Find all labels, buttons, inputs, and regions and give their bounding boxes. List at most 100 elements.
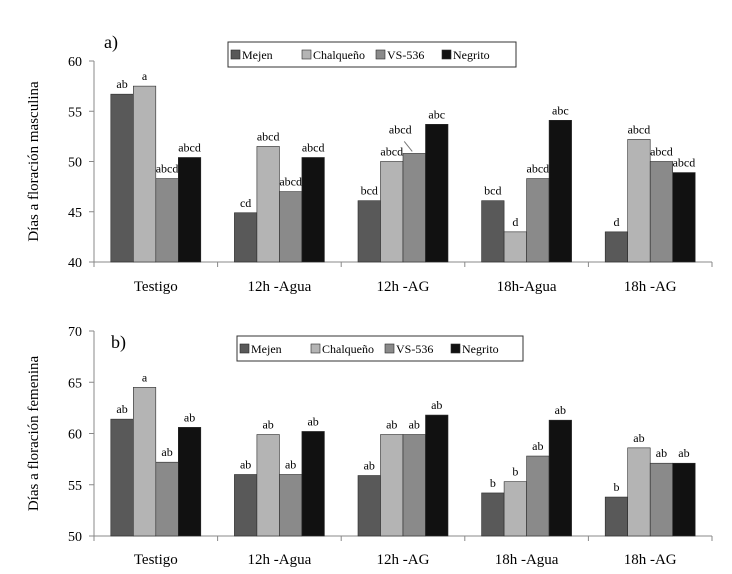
label-leader-line	[403, 141, 413, 152]
bar-mejen	[357, 475, 381, 537]
bar-negrito	[672, 172, 696, 263]
significance-label: abcd	[389, 122, 412, 136]
y-tick-label: 50	[68, 530, 82, 545]
y-tick-label: 40	[68, 256, 82, 271]
legend-box	[227, 41, 517, 68]
bar-mejen	[481, 492, 505, 537]
significance-label: abc	[428, 107, 445, 121]
y-tick-label: 55	[68, 479, 82, 494]
panel-a-chart: 40 45 50 55 60 Testigo 12h -Agua 12h -AG 18h-Agu…	[26, 32, 713, 295]
significance-label: a	[142, 370, 148, 384]
significance-label: abcd	[257, 129, 280, 143]
bar-mejen	[110, 93, 134, 263]
bar-mejen	[234, 474, 258, 537]
bar-vs-536	[526, 455, 550, 537]
panel-b-chart: 50 55 60 65 70 Testigo 12h -Agua 12h -AG 18h -Ag…	[26, 325, 713, 568]
y-axis-title: Días a floración femenina	[26, 355, 42, 511]
significance-label: abcd	[156, 162, 179, 176]
significance-label: abcd	[650, 145, 673, 159]
x-category-label: Testigo	[134, 279, 178, 295]
y-tick-label: 70	[68, 325, 82, 340]
significance-label: ab	[262, 418, 273, 432]
significance-label: abcd	[178, 140, 201, 154]
significance-label: ab	[184, 410, 195, 424]
bar-mejen	[357, 200, 381, 263]
bar-negrito	[301, 431, 325, 537]
panel-label: b)	[111, 332, 126, 353]
significance-label: ab	[678, 446, 689, 460]
legend-swatch-negrito	[441, 49, 452, 60]
bar-chalqueño	[380, 161, 404, 263]
x-category-label: 12h -Agua	[248, 279, 312, 295]
legend-label: Mejen	[251, 342, 282, 356]
significance-label: ab	[633, 431, 644, 445]
x-category-label: 18h -Agua	[495, 552, 559, 568]
significance-label: ab	[364, 459, 375, 473]
bar-negrito	[548, 419, 572, 537]
x-category-label: 18h-Agua	[497, 279, 557, 295]
bar-vs-536	[279, 474, 303, 537]
significance-label: abcd	[673, 156, 696, 170]
bar-negrito	[548, 119, 572, 263]
bar-vs-536	[155, 178, 179, 263]
bar-chalqueño	[627, 447, 651, 537]
legend-swatch-chalqueño	[310, 343, 321, 354]
significance-label: b	[512, 465, 518, 479]
y-tick-label: 45	[68, 206, 82, 221]
bar-negrito	[425, 124, 449, 263]
bar-vs-536	[649, 161, 674, 263]
significance-label: ab	[116, 402, 127, 416]
x-category-label: 18h -AG	[624, 279, 677, 295]
significance-label: d	[512, 215, 518, 229]
y-tick-label: 60	[68, 428, 82, 443]
legend-label: Negrito	[453, 48, 490, 62]
significance-label: abcd	[279, 175, 302, 189]
significance-label: ab	[409, 418, 420, 432]
legend-box	[236, 335, 524, 362]
significance-label: bcd	[484, 184, 501, 198]
x-category-label: 18h -AG	[624, 552, 677, 568]
legend-label: Mejen	[242, 48, 273, 62]
significance-label: abcd	[302, 140, 325, 154]
significance-label: b	[490, 476, 496, 490]
legend-label: Chalqueño	[322, 342, 374, 356]
significance-label: ab	[555, 403, 566, 417]
bar-vs-536	[279, 191, 303, 263]
significance-label: ab	[532, 439, 543, 453]
legend-label: VS-536	[387, 48, 424, 62]
bar-negrito	[178, 427, 202, 537]
bar-vs-536	[649, 462, 674, 537]
legend-swatch-mejen	[239, 343, 250, 354]
bar-negrito	[178, 157, 202, 263]
bar-chalqueño	[380, 434, 404, 537]
x-category-label: 12h -AG	[377, 279, 430, 295]
significance-label: ab	[307, 414, 318, 428]
y-tick-label: 50	[68, 156, 82, 171]
significance-label: ab	[161, 445, 172, 459]
bar-chalqueño	[256, 434, 280, 537]
significance-label: abc	[552, 103, 569, 117]
y-tick-label: 65	[68, 376, 82, 391]
legend-swatch-vs-536	[375, 49, 386, 60]
x-category-label: Testigo	[134, 552, 178, 568]
significance-label: ab	[116, 77, 127, 91]
significance-label: bcd	[361, 184, 378, 198]
bar-vs-536	[402, 434, 426, 537]
legend-label: Chalqueño	[313, 48, 365, 62]
panel-label: a)	[104, 32, 118, 53]
legend-swatch-negrito	[450, 343, 461, 354]
y-axis-title: Días a floración masculina	[26, 81, 42, 242]
significance-label: b	[613, 480, 619, 494]
significance-label: abcd	[380, 145, 403, 159]
bar-mejen	[481, 200, 505, 263]
bar-negrito	[301, 157, 325, 263]
bar-chalqueño	[503, 231, 527, 263]
bar-vs-536	[402, 153, 426, 263]
y-tick-label: 60	[68, 55, 82, 70]
bar-vs-536	[526, 178, 550, 263]
bar-mejen	[110, 418, 134, 537]
bar-negrito	[425, 414, 449, 537]
x-category-label: 12h -Agua	[248, 552, 312, 568]
significance-label: cd	[240, 196, 251, 210]
